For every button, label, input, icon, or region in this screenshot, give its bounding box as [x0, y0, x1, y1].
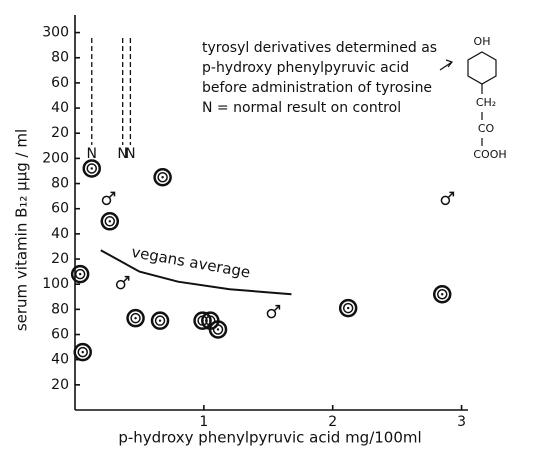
y-tick-label: 60 [51, 327, 69, 343]
male-ring [101, 195, 112, 206]
circle-point [150, 311, 170, 330]
circle-point [70, 264, 90, 284]
ring-inner [74, 268, 86, 280]
ring-dot [158, 319, 162, 322]
y-tick-label: 80 [51, 50, 69, 66]
ring-outer [100, 212, 120, 231]
ring-dot [216, 328, 220, 331]
ring-dot [346, 306, 350, 310]
ring-outer [432, 285, 452, 304]
structure-label: CO [478, 122, 495, 135]
ring-inner [212, 324, 224, 335]
ring-outer [73, 342, 92, 362]
ring-outer [338, 298, 358, 318]
y-tick-label: 60 [51, 75, 69, 91]
y-tick-label: 20 [51, 251, 69, 267]
ring-dot [108, 220, 111, 223]
n-marker-label: N [117, 146, 127, 162]
y-tick-label: 80 [51, 301, 69, 317]
annotation: tyrosyl derivatives determined as [202, 40, 437, 56]
male-point [440, 191, 455, 206]
ring-outer [70, 264, 90, 284]
structure [439, 51, 497, 146]
male-arrow [108, 191, 116, 198]
y-tick-label: 60 [51, 201, 69, 217]
ring-dot [78, 272, 82, 276]
circle-point [153, 168, 172, 187]
y-tick-label: 20 [51, 125, 69, 141]
x-tick-label: 1 [199, 414, 208, 430]
circle-point [432, 285, 452, 304]
annotation: before administration of tyrosine [202, 80, 432, 96]
y-tick-label: 200 [42, 150, 69, 166]
y-tick-label: 300 [42, 25, 69, 41]
ring-inner [104, 216, 116, 227]
structure-label: CH₂ [476, 96, 496, 109]
y-tick-label: 40 [51, 226, 69, 242]
average-label: vegans average [130, 243, 252, 282]
y-tick-label: 80 [51, 176, 69, 192]
ring-dot [90, 167, 93, 170]
circle-point [126, 308, 145, 328]
n-marker-label: N [125, 146, 135, 162]
y-tick-label: 40 [51, 100, 69, 116]
male-point [101, 191, 116, 206]
x-tick-label: 2 [328, 414, 337, 430]
circle-point [208, 320, 228, 339]
annotation: p-hydroxy phenylpyruvic acid [202, 60, 409, 76]
y-tick-label: 40 [51, 352, 69, 368]
average-line [100, 249, 292, 296]
ring-dot [161, 176, 164, 179]
male-arrow [123, 275, 130, 283]
ring-inner [77, 346, 88, 358]
male-ring [115, 279, 126, 290]
ring-dot [441, 293, 444, 296]
male-ring [440, 195, 451, 206]
circle-point [73, 342, 92, 362]
circle-point [82, 159, 102, 178]
y-axis-label: serum vitamin B₁₂ μμg / ml [13, 129, 31, 331]
male-arrow [447, 191, 455, 198]
y-tick-label: 20 [51, 377, 69, 393]
ring-inner [342, 302, 354, 314]
n-marker-label: N [87, 146, 97, 162]
ring-inner [86, 163, 98, 174]
x-axis-label: p-hydroxy phenylpyruvic acid mg/100ml [118, 429, 421, 447]
male-point [115, 275, 130, 290]
ring-dot [134, 316, 137, 320]
ring-outer [82, 159, 102, 178]
ring-inner [130, 312, 141, 324]
structure-label: OH [474, 35, 491, 48]
x-tick-label: 3 [457, 414, 466, 430]
ring-outer [150, 311, 170, 330]
circle-point [100, 212, 120, 231]
male-ring [266, 308, 277, 319]
structure-label: COOH [473, 148, 506, 161]
ring-outer [153, 168, 172, 187]
ring-inner [436, 289, 448, 300]
ring-dot [81, 350, 84, 354]
male-point [266, 304, 281, 319]
y-tick-label: 100 [42, 276, 69, 292]
ring-dot [209, 319, 212, 322]
ring-outer [126, 308, 145, 328]
ring-inner [157, 172, 168, 183]
ring-inner [154, 315, 166, 326]
circle-point [338, 298, 358, 318]
ring-outer [208, 320, 228, 339]
annotation: N = normal result on control [202, 100, 401, 116]
male-arrow [273, 304, 281, 312]
